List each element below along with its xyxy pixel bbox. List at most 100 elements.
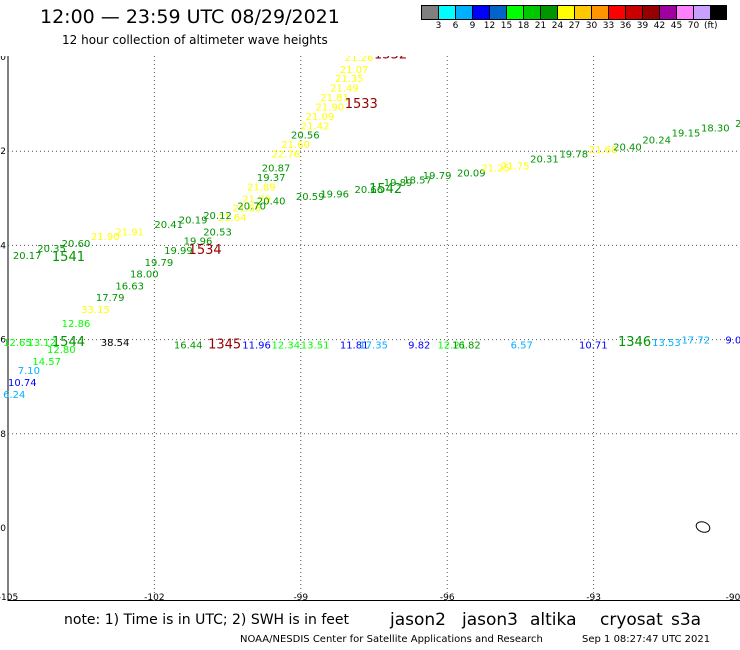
wave-height-value: 18.57 (403, 175, 432, 186)
legend-swatch (557, 5, 574, 20)
wave-height-value: 19.96 (320, 190, 349, 201)
latitude-labels: -60 -62 -64 -66 -68 -70 (0, 56, 6, 534)
legend-swatches (421, 5, 727, 20)
wave-height-value: 21.26 (345, 56, 374, 64)
footnote: note: 1) Time is in UTC; 2) SWH is in fe… (64, 612, 350, 628)
legend-tick-label: 45 (670, 21, 683, 31)
legend-tick-label: 12 (483, 21, 496, 31)
wave-height-value: 19.15 (672, 128, 701, 139)
wave-height-value: 21.90 (315, 102, 344, 113)
island-outline (695, 521, 711, 533)
legend-tick-label: 42 (653, 21, 666, 31)
legend-ticks: 3 6 9 12 15 18 21 24 27 30 33 36 39 42 45 70 (ft) (430, 20, 727, 32)
wave-height-value: 33.15 (81, 305, 110, 316)
wave-height-value: 21.49 (330, 84, 359, 95)
legend-swatch (523, 5, 540, 20)
satellite-jason2: jason2 (390, 610, 446, 630)
wave-height-value: 19.79 (145, 258, 174, 269)
wave-height-value: 6.57 (511, 340, 533, 351)
wave-height-value: 20.40 (257, 197, 286, 208)
wave-height-value: 21.66 (232, 204, 261, 215)
satellite-jason3: jason3 (462, 610, 518, 630)
wave-height-value: 10.71 (579, 340, 608, 351)
latitude-label: -62 (0, 147, 6, 157)
legend-tick-label: 9 (469, 21, 476, 31)
satellite-cryosat: cryosat (600, 610, 663, 630)
wave-height-value: 20.66 (354, 185, 383, 196)
wave-height-value: 20.09 (457, 168, 486, 179)
wave-height-value: 9.82 (408, 340, 430, 351)
wave-height-value: 20.35 (37, 244, 66, 255)
wave-height-value: 22.76 (272, 150, 301, 161)
wave-height-value: 7.10 (18, 366, 40, 377)
wave-height-value: 16.63 (115, 281, 144, 292)
wave-height-value: 21.89 (247, 183, 276, 194)
legend-tick-label: 39 (636, 21, 649, 31)
page-subtitle: 12 hour collection of altimeter wave hei… (62, 33, 328, 47)
legend-unit: (ft) (704, 21, 718, 31)
wave-height-value: 21.35 (335, 74, 364, 85)
legend-tick-label: 15 (500, 21, 513, 31)
legend-tick-label: 18 (517, 21, 530, 31)
wave-height-value: 18.00 (130, 270, 159, 281)
wave-height-value: 20.40 (613, 142, 642, 153)
wave-height-value: 6.24 (3, 390, 25, 401)
pass-time-label: 1542 (369, 182, 402, 197)
wave-height-value: 17.35 (359, 340, 388, 351)
wave-height-value: 11.81 (340, 340, 369, 351)
wave-height-value: 13.53 (652, 338, 681, 349)
wave-height-value: 21.75 (501, 161, 530, 172)
wave-height-value: 20.53 (203, 227, 232, 238)
legend-swatch (540, 5, 557, 20)
legend-tick-label: 33 (602, 21, 615, 31)
latitude-label: -68 (0, 430, 6, 440)
wave-height-value: 21.91 (115, 227, 144, 238)
legend-swatch (625, 5, 642, 20)
longitude-label: -99 (293, 593, 308, 601)
wave-height-value: 12.86 (62, 319, 91, 330)
wave-height-value: 11.96 (242, 340, 271, 351)
satellite-s3a: s3a (671, 610, 702, 630)
legend-swatch (608, 5, 625, 20)
wave-height-value: 19.96 (184, 237, 213, 248)
legend-tick-label: 30 (585, 21, 598, 31)
wave-height-value: 13.12 (28, 338, 57, 349)
wave-height-value: 13.51 (301, 340, 330, 351)
legend-tick-label: 6 (452, 21, 459, 31)
graticule (8, 56, 740, 601)
wave-height-value: 10.74 (8, 378, 37, 389)
wave-height-value: 21.07 (340, 65, 369, 76)
legend-swatch (676, 5, 693, 20)
wave-height-value: 19.78 (559, 150, 588, 161)
wave-height-value: 20.24 (642, 135, 671, 146)
pass-time-label: 1346 (618, 335, 651, 350)
wave-height-value: 38.54 (101, 338, 130, 349)
credit-line: NOAA/NESDIS Center for Satellite Applica… (240, 634, 543, 645)
wave-height-value: 14.57 (32, 357, 61, 368)
wave-height-value: 19.79 (423, 171, 452, 182)
legend-swatch (574, 5, 591, 20)
wave-height-value: 20.12 (203, 211, 232, 222)
wave-height-value: 21.90 (91, 232, 120, 243)
legend-tick-label: 36 (619, 21, 632, 31)
wave-height-value: 21.25 (481, 164, 510, 175)
wave-height-value: 12.21 (437, 340, 466, 351)
wave-height-observations: 21.2621.0721.3521.4921.8121.9021.0921.42… (3, 56, 740, 401)
wave-height-value: 20.70 (237, 201, 266, 212)
legend-tick-label: 21 (534, 21, 547, 31)
wave-height-value: 12.65 (3, 338, 32, 349)
wave-height-value: 16.44 (174, 340, 203, 351)
wave-height-value: 20.19 (179, 215, 208, 226)
legend-swatch (642, 5, 659, 20)
wave-height-value: 16.82 (452, 340, 481, 351)
wave-height-value: 20.90 (735, 119, 740, 130)
legend-swatch (659, 5, 676, 20)
wave-height-value: 19.99 (164, 246, 193, 257)
latitude-label: -70 (0, 524, 6, 534)
pass-time-label: 1534 (189, 243, 222, 258)
legend-tick-label: 24 (551, 21, 564, 31)
legend-tick-label: 27 (568, 21, 581, 31)
latitude-label: -64 (0, 241, 6, 251)
color-legend: 3 6 9 12 15 18 21 24 27 30 33 36 39 42 45 70 (ft) (421, 5, 727, 32)
wave-height-value: 17.79 (96, 293, 125, 304)
